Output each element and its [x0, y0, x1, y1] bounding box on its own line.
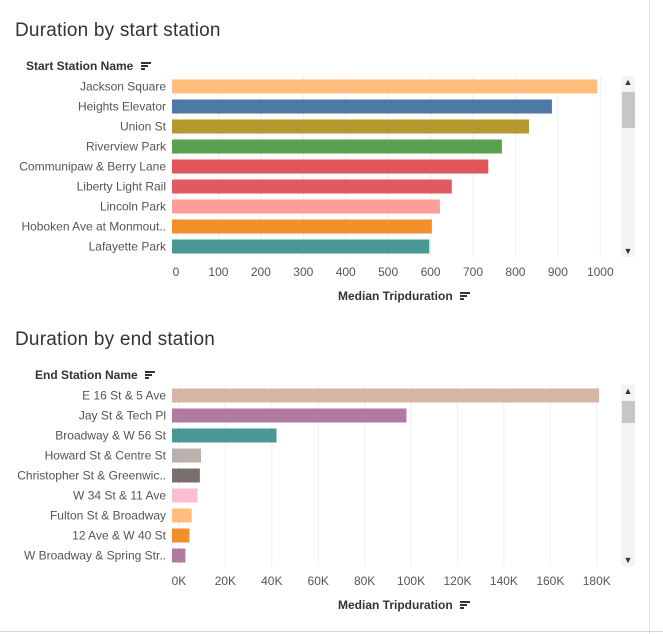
x-tick-label: 300 [293, 265, 313, 279]
bar[interactable] [172, 179, 452, 194]
bar[interactable] [172, 448, 202, 463]
category-label[interactable]: Howard St & Centre St [45, 449, 167, 463]
x-tick-label: 700 [463, 265, 483, 279]
y-axis-title[interactable]: End Station Name [35, 368, 156, 382]
bar[interactable] [172, 99, 552, 114]
y-axis-title-text: End Station Name [35, 368, 138, 382]
category-label[interactable]: Jay St & Tech Pl [79, 409, 166, 423]
x-tick-label: 100 [208, 265, 228, 279]
dashboard-right-border [649, 0, 650, 634]
bar-chart: 0 100 200 300 400 500 600 700 800 900 1000 Jackson … [19, 76, 614, 279]
x-tick-label: 140K [490, 574, 518, 588]
category-label[interactable]: Heights Elevator [78, 100, 166, 114]
scroll-up-icon[interactable]: ▲ [623, 386, 633, 396]
category-label[interactable]: 12 Ave & W 40 St [72, 529, 166, 543]
category-label[interactable]: Liberty Light Rail [77, 180, 166, 194]
chart-title: Duration by end station [15, 329, 215, 350]
x-tick-label: 200 [251, 265, 271, 279]
x-tick-label: 60K [308, 574, 329, 588]
bar[interactable] [172, 408, 407, 423]
x-tick-label: 800 [505, 265, 525, 279]
category-label[interactable]: Christopher St & Greenwic.. [17, 469, 166, 483]
bar-chart: 0K 20K 40K 60K 80K 100K 120K 140K 160K 180K E 16 S… [17, 385, 611, 588]
bar[interactable] [172, 219, 432, 234]
y-axis-title-text: Start Station Name [26, 59, 134, 73]
sort-descending-icon[interactable] [460, 292, 471, 301]
bar[interactable] [172, 508, 192, 523]
x-axis-title-text: Median Tripduration [338, 598, 453, 612]
bar[interactable] [172, 488, 198, 503]
category-label[interactable]: W 34 St & 11 Ave [73, 489, 166, 503]
scroll-thumb[interactable] [622, 401, 635, 423]
x-tick-label: 0K [172, 574, 187, 588]
bar[interactable] [172, 139, 502, 154]
category-label[interactable]: W Broadway & Spring Str.. [24, 549, 166, 563]
x-tick-label: 400 [336, 265, 356, 279]
scroll-down-icon[interactable]: ▼ [623, 246, 633, 256]
dashboard-bottom-border [0, 631, 663, 632]
x-axis-title-text: Median Tripduration [338, 289, 453, 303]
x-axis-title[interactable]: Median Tripduration [338, 289, 471, 303]
bar[interactable] [172, 159, 489, 174]
category-label[interactable]: Hoboken Ave at Monmout.. [21, 220, 166, 234]
scroll-up-icon[interactable]: ▲ [623, 77, 633, 87]
x-tick-label: 0 [173, 265, 180, 279]
scroll-down-icon[interactable]: ▼ [623, 555, 633, 565]
bar[interactable] [172, 79, 598, 94]
start-station-sheet: Duration by start station Start Station … [0, 0, 663, 315]
category-label[interactable]: Riverview Park [86, 140, 167, 154]
sort-descending-icon[interactable] [145, 371, 156, 380]
y-axis-title[interactable]: Start Station Name [26, 59, 151, 73]
category-label[interactable]: Lincoln Park [100, 200, 167, 214]
x-tick-label: 40K [261, 574, 282, 588]
x-tick-label: 120K [443, 574, 471, 588]
bar[interactable] [172, 428, 277, 443]
x-tick-label: 500 [378, 265, 398, 279]
bar[interactable] [172, 199, 440, 214]
x-tick-label: 180K [583, 574, 611, 588]
vertical-scrollbar[interactable]: ▲ ▼ [621, 385, 635, 566]
x-axis-title[interactable]: Median Tripduration [338, 598, 471, 612]
bar[interactable] [172, 548, 186, 563]
x-tick-label: 600 [421, 265, 441, 279]
x-tick-label: 160K [536, 574, 564, 588]
end-station-sheet: Duration by end station End Station Name… [0, 315, 663, 631]
bar[interactable] [172, 388, 600, 403]
x-tick-label: 1000 [587, 265, 614, 279]
category-label[interactable]: Communipaw & Berry Lane [19, 160, 166, 174]
bar[interactable] [172, 528, 190, 543]
category-label[interactable]: Jackson Square [80, 80, 166, 94]
bar[interactable] [172, 119, 530, 134]
scroll-thumb[interactable] [622, 92, 635, 128]
category-label[interactable]: Lafayette Park [89, 240, 167, 254]
sort-descending-icon[interactable] [140, 62, 151, 71]
x-tick-label: 20K [215, 574, 236, 588]
category-label[interactable]: Union St [120, 120, 167, 134]
bar[interactable] [172, 239, 430, 254]
bar[interactable] [172, 468, 200, 483]
x-tick-label: 900 [548, 265, 568, 279]
category-label[interactable]: Fulton St & Broadway [50, 509, 166, 523]
x-tick-label: 100K [397, 574, 425, 588]
x-tick-label: 80K [354, 574, 375, 588]
vertical-scrollbar[interactable]: ▲ ▼ [621, 76, 635, 257]
category-label[interactable]: E 16 St & 5 Ave [82, 389, 166, 403]
sort-descending-icon[interactable] [460, 601, 471, 610]
category-label[interactable]: Broadway & W 56 St [55, 429, 166, 443]
chart-title: Duration by start station [15, 20, 221, 41]
